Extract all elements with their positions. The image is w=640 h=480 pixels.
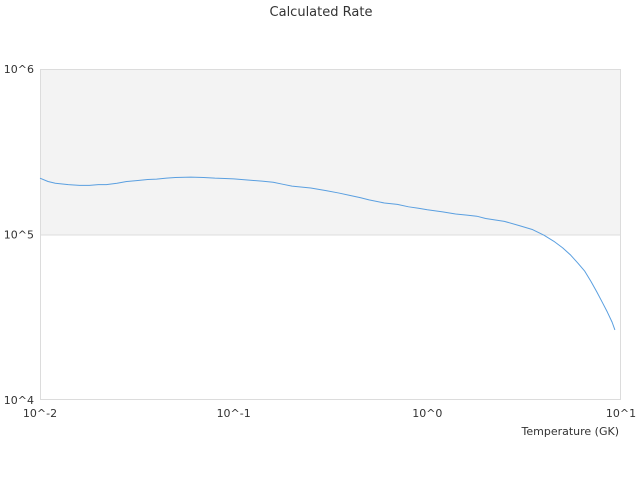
chart-title: Calculated Rate bbox=[270, 5, 373, 20]
y-tick-label: 10^5 bbox=[4, 229, 34, 242]
shaded-band bbox=[40, 69, 621, 235]
plot-area: 10^4 10^5 10^6 10^-2 10^-1 10^0 10^1 bbox=[4, 63, 636, 420]
x-tick-label: 10^0 bbox=[412, 407, 442, 420]
series-line-0 bbox=[39, 176, 616, 331]
x-axis-label: Temperature (GK) bbox=[521, 425, 620, 438]
y-tick-label: 10^4 bbox=[4, 394, 34, 407]
x-tick-label: 10^-1 bbox=[217, 407, 251, 420]
y-tick-label: 10^6 bbox=[4, 63, 34, 76]
x-tick-label: 10^-2 bbox=[23, 407, 57, 420]
x-tick-label: 10^1 bbox=[606, 407, 636, 420]
